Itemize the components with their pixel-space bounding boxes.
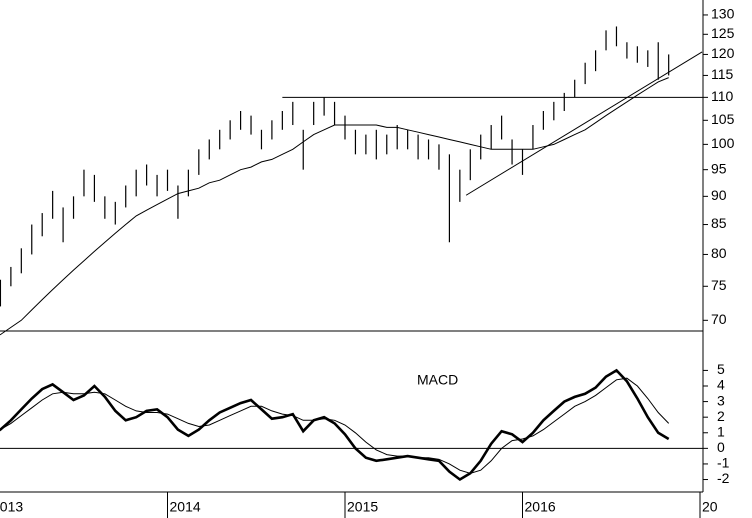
y-tick-label: 3 xyxy=(717,392,725,408)
y-tick-label: 125 xyxy=(711,25,735,41)
y-tick-label: 4 xyxy=(717,377,725,393)
moving-average-line xyxy=(0,77,669,336)
plot-area xyxy=(0,26,703,482)
y-tick-label: -2 xyxy=(717,470,730,486)
y-tick-label: 95 xyxy=(711,160,727,176)
y-tick-label: 115 xyxy=(711,66,734,82)
x-tick-label: 2014 xyxy=(170,499,201,515)
trendline xyxy=(465,51,703,196)
x-tick-label: 2013 xyxy=(0,499,23,515)
y-tick-label: 105 xyxy=(711,111,735,127)
y-tick-label: 80 xyxy=(711,245,727,261)
macd-line xyxy=(0,368,670,482)
y-tick-label: 120 xyxy=(711,45,735,61)
x-tick-label: 2016 xyxy=(525,499,556,515)
y-tick-label: 75 xyxy=(711,277,727,293)
y-tick-label: 2 xyxy=(717,408,725,424)
y-tick-label: 5 xyxy=(717,361,725,377)
y-tick-label: 90 xyxy=(711,187,727,203)
x-tick-label: 2015 xyxy=(347,499,378,515)
y-tick-label: 85 xyxy=(711,215,727,231)
y-tick-label: 0 xyxy=(717,439,725,455)
panel-label: MACD xyxy=(417,372,458,388)
y-tick-label: 70 xyxy=(711,311,727,327)
y-tick-label: 110 xyxy=(711,88,734,104)
y-tick-label: 130 xyxy=(711,6,735,22)
y-tick-label: 100 xyxy=(711,135,735,151)
x-tick-label: 20 xyxy=(702,499,718,515)
axes: 707580859095100105110115120125130-2-1012… xyxy=(0,0,735,518)
y-tick-label: -1 xyxy=(717,455,730,471)
y-tick-label: 1 xyxy=(717,423,725,439)
